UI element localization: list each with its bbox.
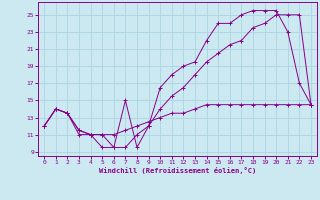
X-axis label: Windchill (Refroidissement éolien,°C): Windchill (Refroidissement éolien,°C) — [99, 167, 256, 174]
